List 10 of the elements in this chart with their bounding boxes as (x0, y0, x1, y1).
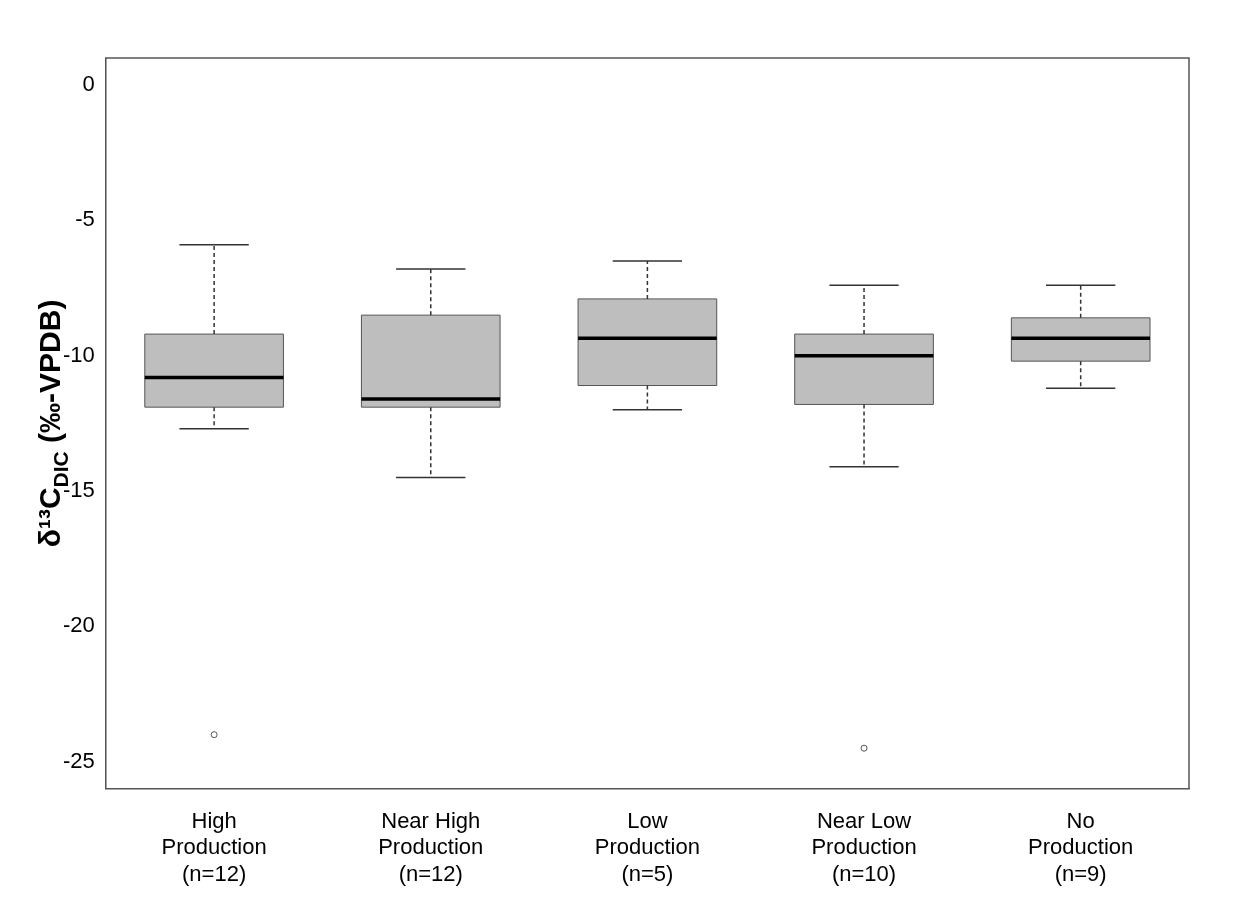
y-tick-label: -20 (63, 612, 95, 638)
y-tick-label: 0 (82, 71, 95, 97)
y-tick-label: -5 (75, 206, 95, 232)
x-tick-label: High Production (n=12) (161, 808, 267, 886)
x-tick-label: Low Production (n=5) (594, 808, 700, 886)
x-tick-label: No Production (n=9) (1028, 808, 1134, 886)
y-tick-label: -25 (63, 747, 95, 773)
x-tick-label: Near High Production (n=12) (378, 808, 484, 886)
x-tick-label: Near Low Production (n=10) (811, 808, 917, 886)
y-tick-label: -10 (63, 341, 95, 367)
